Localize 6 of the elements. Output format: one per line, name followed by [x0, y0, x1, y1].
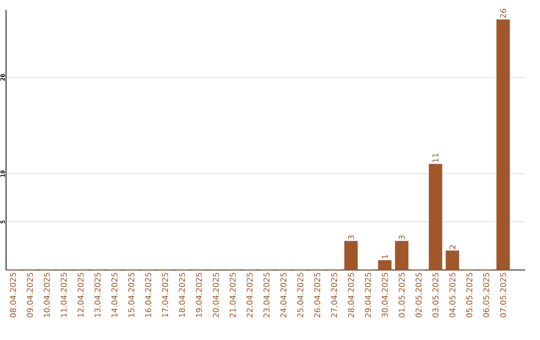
bar — [428, 164, 442, 270]
bar — [378, 260, 392, 270]
bar — [344, 240, 358, 270]
bar — [446, 250, 460, 270]
bar — [496, 19, 510, 270]
bar — [395, 240, 408, 270]
